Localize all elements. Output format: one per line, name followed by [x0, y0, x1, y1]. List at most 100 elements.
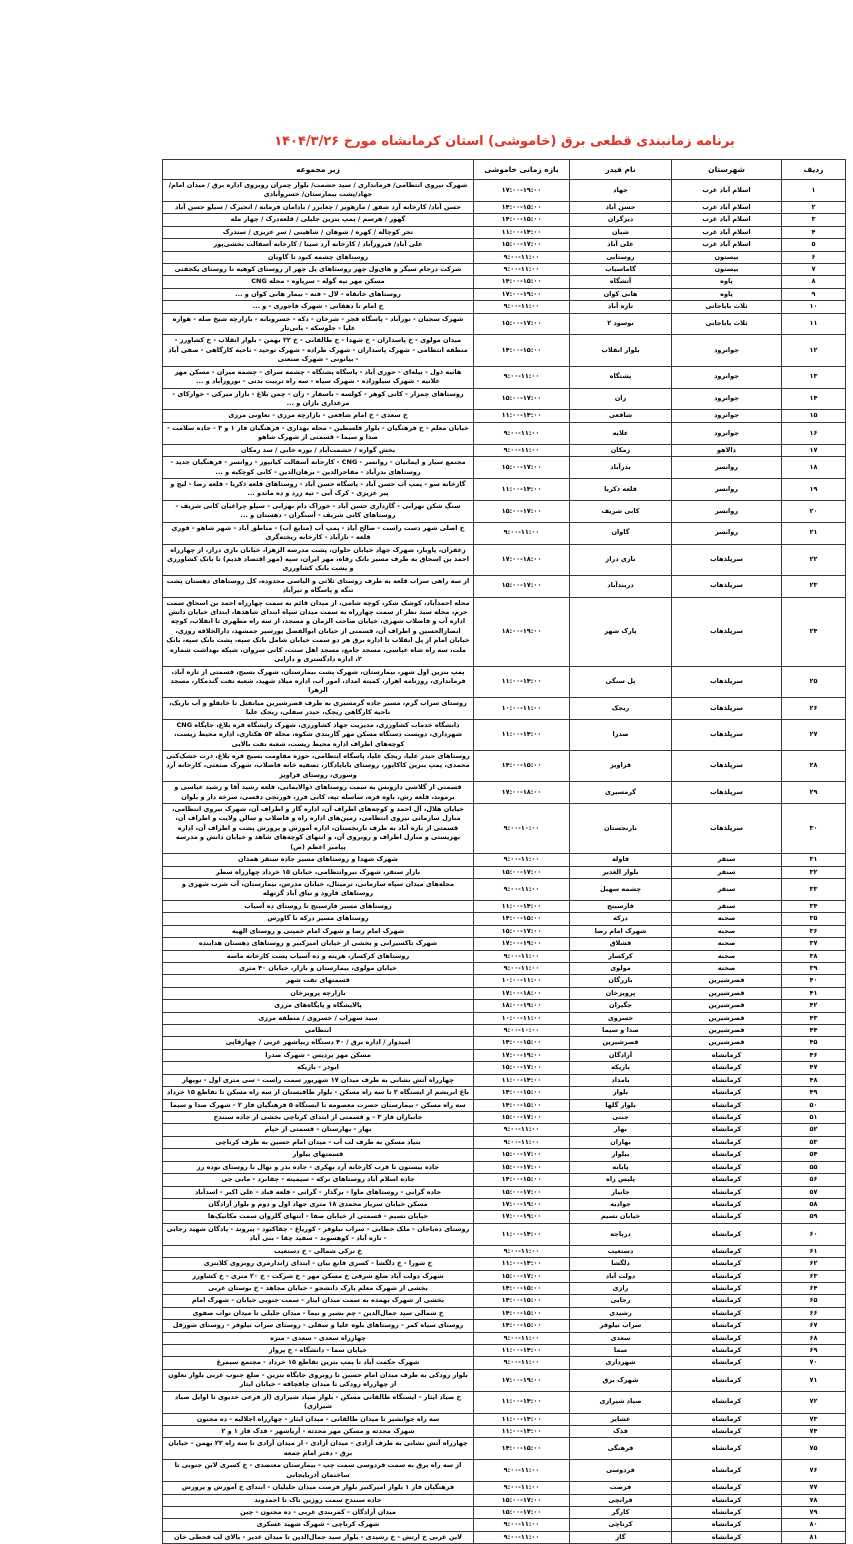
cell-county: سنقر	[671, 899, 782, 914]
cell-row-number: ۱۰	[781, 300, 846, 314]
cell-county: کرمانشاه	[671, 1160, 782, 1175]
cell-time-range: ۱۵:۰۰-۱۷:۰۰	[473, 1148, 570, 1162]
cell-time-range: ۱۵:۰۰-۱۷:۰۰	[473, 1160, 570, 1175]
cell-time-range: ۱۵:۰۰-۱۷:۰۰	[473, 456, 570, 479]
outage-schedule-table: ردیف شهرستان نام فیدر بازه زمانی خاموشی …	[162, 159, 846, 1544]
schedule-table-body: ۱ اسلام آباد غرب جهاد ۱۷:۰۰-۱۹:۰۰ شهرک نیروی…	[162, 179, 846, 1544]
cell-county: سرپلذهاب	[671, 718, 782, 751]
cell-county: کرمانشاه	[671, 1331, 782, 1346]
table-row: ۵۴ کرمانشاه بیلوار ۱۵:۰۰-۱۷:۰۰ قسمتهای بیلوا…	[162, 1148, 846, 1162]
cell-details: زعفران، پاوبار، شهرک جهاد خیابان حلوان، …	[162, 543, 474, 576]
cell-feeder: روستایی	[569, 250, 672, 264]
cell-time-range: ۱۱:۰۰-۱۴:۰۰	[473, 1344, 570, 1358]
table-row: ۸۰ کرمانشاه کرناچی ۹:۰۰-۱۱:۰۰ شهرک کرناچی - …	[162, 1518, 846, 1532]
cell-time-range: ۱۵:۰۰-۱۷:۰۰	[473, 865, 570, 880]
cell-feeder: مولوی	[569, 961, 672, 976]
cell-county: صحنه	[671, 912, 782, 926]
cell-details: شهرک کرناچی - شهرک شهید عسکری	[162, 1518, 474, 1532]
table-row: ۴۹ کرمانشاه بلوار ۱۴:۰۰-۱۵:۰۰ باغ ابریشم از …	[162, 1086, 846, 1100]
cell-county: صحنه	[671, 949, 782, 963]
table-row: ۴۸ کرمانشاه بامداد ۱۱:۰۰-۱۴:۰۰ چهارراه آتش ن…	[162, 1073, 846, 1088]
cell-time-range: ۹:۰۰-۱۱:۰۰	[473, 853, 570, 867]
cell-row-number: ۴	[781, 225, 846, 240]
table-row: ۷۴ کرمانشاه فدک ۱۱:۰۰-۱۴:۰۰ شهرک محدثه و مسک…	[162, 1424, 846, 1439]
cell-details: بازارچه پرویزخان	[162, 986, 474, 1001]
cell-county: کرمانشاه	[671, 1281, 782, 1296]
cell-county: سرپلذهاب	[671, 803, 782, 855]
cell-feeder: رازی	[569, 1281, 672, 1296]
table-row: ۷۵ کرمانشاه فرهنگی ۱۴:۰۰-۱۵:۰۰ چهارراه آتش ن…	[162, 1437, 846, 1461]
cell-time-range: ۹:۰۰-۱۱:۰۰	[473, 365, 570, 389]
cell-county: کرمانشاه	[671, 1148, 782, 1162]
cell-county: کرمانشاه	[671, 1306, 782, 1321]
cell-row-number: ۶۳	[781, 1269, 846, 1283]
cell-row-number: ۷	[781, 262, 846, 277]
table-row: ۳ اسلام آباد غرب دیزگران ۱۴:۰۰-۱۵:۰۰ گهور / …	[162, 213, 846, 227]
cell-details: خ شورا - خ دلگشا - کسری قانع بیان - ابتد…	[162, 1257, 474, 1271]
table-row: ۷۰ کرمانشاه شهرداری ۹:۰۰-۱۱:۰۰ شهرک حکمت آبا…	[162, 1356, 846, 1370]
cell-row-number: ۵۴	[781, 1148, 846, 1162]
cell-feeder: بلوار انقلاب	[569, 334, 672, 367]
cell-feeder: صدا و سیما	[569, 1024, 672, 1038]
cell-feeder: جنتی	[569, 1110, 672, 1125]
cell-county: کرمانشاه	[671, 1173, 782, 1187]
cell-row-number: ۲۹	[781, 781, 846, 805]
cell-details: فرهنگیان فاز ۱ بلوار امیرکبیر بلوار فرصت…	[162, 1481, 474, 1495]
cell-details: جاده سنندج سمت روژین تاک تا احمدوند	[162, 1493, 474, 1507]
cell-county: کرمانشاه	[671, 1368, 782, 1392]
cell-details: خیابان معلم - خ فرهنگیان - بلوار فلسطین …	[162, 421, 474, 445]
cell-time-range: ۹:۰۰-۱۱:۰۰	[473, 1123, 570, 1137]
cell-feeder: زمکان	[569, 443, 672, 458]
table-row: ۸۱ کرمانشاه گاز ۹:۰۰-۱۱:۰۰ لاین غربی خ ارتش …	[162, 1530, 846, 1544]
table-row: ۱۴ جوانرود زان ۱۵:۰۰-۱۷:۰۰ روستاهای چمزار - …	[162, 387, 846, 411]
table-row: ۳۸ صحنه کرکسار ۹:۰۰-۱۱:۰۰ روستاهای کرکسار، ه…	[162, 949, 846, 963]
cell-details: بهار - بهارستان - قسمتی از خیام	[162, 1123, 474, 1137]
cell-row-number: ۲۲	[781, 543, 846, 576]
cell-time-range: ۹:۰۰-۱۱:۰۰	[473, 421, 570, 445]
cell-county: سرپلذهاب	[671, 749, 782, 783]
cell-details: چهارراه آتش نشانی به طرف میدان ۱۷ شهریور…	[162, 1073, 474, 1088]
cell-time-range: ۱۱:۰۰-۱۴:۰۰	[473, 1257, 570, 1271]
cell-time-range: ۱۴:۰۰-۱۵:۰۰	[473, 912, 570, 926]
table-row: ۱۹ روانسر قلعه ذکریا ۱۱:۰۰-۱۴:۰۰ گازخانه سو …	[162, 477, 846, 501]
cell-time-range: ۱۱:۰۰-۱۴:۰۰	[473, 225, 570, 240]
cell-feeder: پارک شهر	[569, 596, 672, 667]
cell-county: کرمانشاه	[671, 1222, 782, 1246]
table-row: ۶۶ کرمانشاه رشیدی ۱۴:۰۰-۱۵:۰۰ خ شمالی سید جم…	[162, 1306, 846, 1321]
cell-time-range: ۹:۰۰-۱۱:۰۰	[473, 1244, 570, 1259]
cell-feeder: جهاد	[569, 179, 672, 202]
cell-row-number: ۵۱	[781, 1110, 846, 1125]
cell-details: لاین غربی خ ارتش - خ رشیدی - بلوار سید ج…	[162, 1530, 474, 1544]
cell-details: خیابان هلال، آل احمد و کوچه‌های اطراف آن…	[162, 803, 474, 855]
table-row: ۴۷ کرمانشاه باریکه ۱۵:۰۰-۱۷:۰۰ ابوذر - باریک…	[162, 1061, 846, 1075]
cell-feeder: نارنجستان	[569, 803, 672, 855]
cell-county: سرپلذهاب	[671, 781, 782, 805]
cell-row-number: ۲۵	[781, 665, 846, 698]
table-row: ۳۴ سنقر فارسینج ۱۱:۰۰-۱۴:۰۰ روستاهای مسیر فا…	[162, 899, 846, 914]
cell-row-number: ۶	[781, 250, 846, 264]
header-row-number: ردیف	[781, 159, 846, 180]
cell-row-number: ۵۲	[781, 1123, 846, 1137]
cell-details: انتظامی	[162, 1024, 474, 1038]
cell-county: کرمانشاه	[671, 1530, 782, 1544]
cell-row-number: ۱۱	[781, 312, 846, 336]
cell-details: تجر کوچاله / کهره / شوهان / شاهینی / سر …	[162, 225, 474, 240]
cell-county: روانسر	[671, 521, 782, 545]
cell-feeder: پایانه	[569, 1160, 672, 1175]
cell-row-number: ۶۸	[781, 1331, 846, 1346]
cell-county: پاوه	[671, 275, 782, 289]
cell-row-number: ۱۲	[781, 334, 846, 367]
cell-row-number: ۸۱	[781, 1530, 846, 1544]
cell-details: روستاهای مسیر فارسینج تا روستای ده آسیاب	[162, 899, 474, 914]
cell-time-range: ۹:۰۰-۱۱:۰۰	[473, 1530, 570, 1544]
cell-feeder: شافعی	[569, 409, 672, 423]
table-row: ۳۰ سرپلذهاب نارنجستان ۹:۰۰-۱۰:۰۰ خیابان هلال…	[162, 803, 846, 855]
table-row: ۱۸ روانسر بدرآباد ۱۵:۰۰-۱۷:۰۰ مجتمع سیار و ا…	[162, 456, 846, 479]
cell-feeder: فارسینج	[569, 899, 672, 914]
table-row: ۳۷ صحنه قشلاق ۱۷:۰۰-۱۹:۰۰ شهرک تاکسیرانی و ب…	[162, 937, 846, 951]
cell-details: قسمتهای نفت شهر	[162, 974, 474, 988]
cell-details: سه راه مسکن - بیمارستان حضرت معصومه تا ا…	[162, 1098, 474, 1113]
cell-feeder: آتشگاه	[569, 275, 672, 289]
cell-feeder: بازی دراز	[569, 543, 672, 576]
cell-row-number: ۴۷	[781, 1061, 846, 1075]
